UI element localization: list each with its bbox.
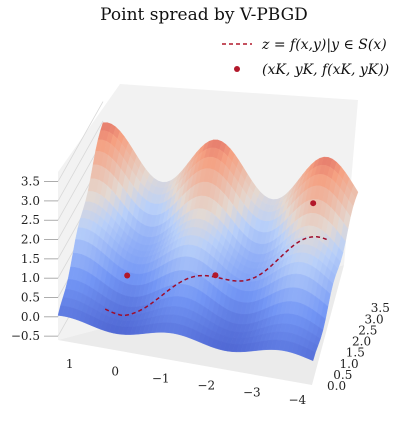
y-tick-label: 0.5 <box>333 368 352 382</box>
legend-marker-swatch <box>234 66 240 72</box>
x-tick-label: 0 <box>111 364 119 378</box>
chart-title: Point spread by V-PBGD <box>100 5 308 25</box>
y-tick-label: 0.0 <box>327 379 346 393</box>
y-tick-label: 1.0 <box>340 357 359 371</box>
iterate-points <box>124 200 317 279</box>
y-tick-label: 2.5 <box>358 323 377 337</box>
y-tick-label: 3.5 <box>371 301 390 315</box>
z-axis: −0.5 0.0 0.5 1.0 1.5 2.0 2.5 3.0 3.5 <box>11 175 58 343</box>
legend-entry-curve: z = f(x,y)|y ∈ S(x) <box>261 37 387 53</box>
z-tick-label: 1.5 <box>21 252 40 266</box>
y-axis: 0.00.51.01.52.02.53.03.5 <box>327 301 390 393</box>
x-tick-label: −1 <box>152 371 170 385</box>
z-tick-label: 1.0 <box>21 271 40 285</box>
y-tick-label: 1.5 <box>346 346 365 360</box>
iterate-point <box>212 272 219 279</box>
z-tick-label: 0.5 <box>21 291 40 305</box>
x-axis: 1 0 −1 −2 −3 −4 <box>66 357 307 407</box>
iterate-point <box>310 200 317 207</box>
y-tick-label: 2.0 <box>352 335 371 349</box>
x-tick-label: −4 <box>288 393 306 407</box>
legend-entry-points: (xK, yK, f(xK, yK)) <box>262 62 389 78</box>
iterate-point <box>124 272 131 279</box>
z-tick-label: 2.0 <box>21 233 40 247</box>
surface-plot <box>57 122 359 362</box>
z-gridline <box>57 101 104 182</box>
surface-facet <box>308 349 316 362</box>
z-tick-label: 3.0 <box>21 194 40 208</box>
x-tick-label: −2 <box>197 379 215 393</box>
z-tick-label: 2.5 <box>21 213 40 227</box>
z-tick-label: −0.5 <box>11 329 40 343</box>
legend: z = f(x,y)|y ∈ S(x) (xK, yK, f(xK, yK)) <box>222 37 389 78</box>
z-tick-label: 0.0 <box>21 310 40 324</box>
x-tick-label: 1 <box>66 357 74 371</box>
z-gridline <box>57 120 104 202</box>
y-tick-label: 3.0 <box>365 312 384 326</box>
x-tick-label: −3 <box>243 386 261 400</box>
z-tick-label: 3.5 <box>21 175 40 189</box>
